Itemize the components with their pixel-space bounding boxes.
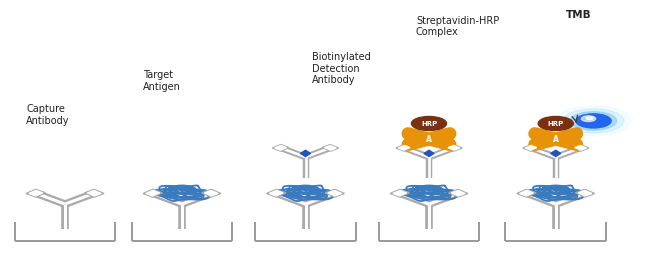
- Bar: [143, 189, 162, 197]
- Bar: [451, 190, 465, 196]
- Text: Biotinylated
Detection
Antibody: Biotinylated Detection Antibody: [312, 52, 370, 85]
- Text: A: A: [426, 135, 432, 144]
- Bar: [448, 189, 468, 197]
- Bar: [29, 190, 43, 196]
- Circle shape: [411, 116, 447, 131]
- Text: TMB: TMB: [566, 10, 591, 20]
- Bar: [202, 189, 221, 197]
- Bar: [573, 145, 589, 151]
- Circle shape: [586, 117, 593, 120]
- Text: Streptavidin-HRP
Complex: Streptavidin-HRP Complex: [416, 16, 499, 37]
- Bar: [328, 190, 342, 196]
- Circle shape: [576, 114, 611, 128]
- Text: HRP: HRP: [421, 120, 437, 127]
- Text: A: A: [552, 135, 559, 144]
- Bar: [523, 145, 539, 151]
- Bar: [325, 189, 344, 197]
- Bar: [446, 145, 462, 151]
- Circle shape: [581, 116, 595, 122]
- Bar: [26, 189, 46, 197]
- Bar: [517, 189, 536, 197]
- Bar: [266, 189, 286, 197]
- Bar: [519, 190, 534, 196]
- Bar: [448, 146, 460, 150]
- Bar: [578, 190, 592, 196]
- Bar: [272, 145, 289, 151]
- Bar: [275, 146, 287, 150]
- Circle shape: [563, 109, 624, 133]
- Text: Capture
Antibody: Capture Antibody: [26, 104, 70, 126]
- Bar: [393, 190, 407, 196]
- Bar: [87, 190, 101, 196]
- Polygon shape: [551, 150, 561, 157]
- Polygon shape: [300, 150, 311, 157]
- Bar: [269, 190, 283, 196]
- Bar: [390, 189, 410, 197]
- Bar: [146, 190, 160, 196]
- Circle shape: [556, 106, 631, 136]
- Bar: [575, 146, 586, 150]
- Text: HRP: HRP: [547, 120, 564, 127]
- Polygon shape: [424, 150, 434, 157]
- Circle shape: [570, 112, 617, 130]
- Bar: [525, 146, 537, 150]
- Bar: [322, 145, 339, 151]
- Bar: [575, 189, 595, 197]
- Bar: [204, 190, 218, 196]
- Bar: [398, 146, 410, 150]
- Bar: [396, 145, 412, 151]
- Text: Target
Antigen: Target Antigen: [143, 70, 181, 92]
- Bar: [84, 189, 104, 197]
- Bar: [324, 146, 336, 150]
- Circle shape: [538, 116, 573, 131]
